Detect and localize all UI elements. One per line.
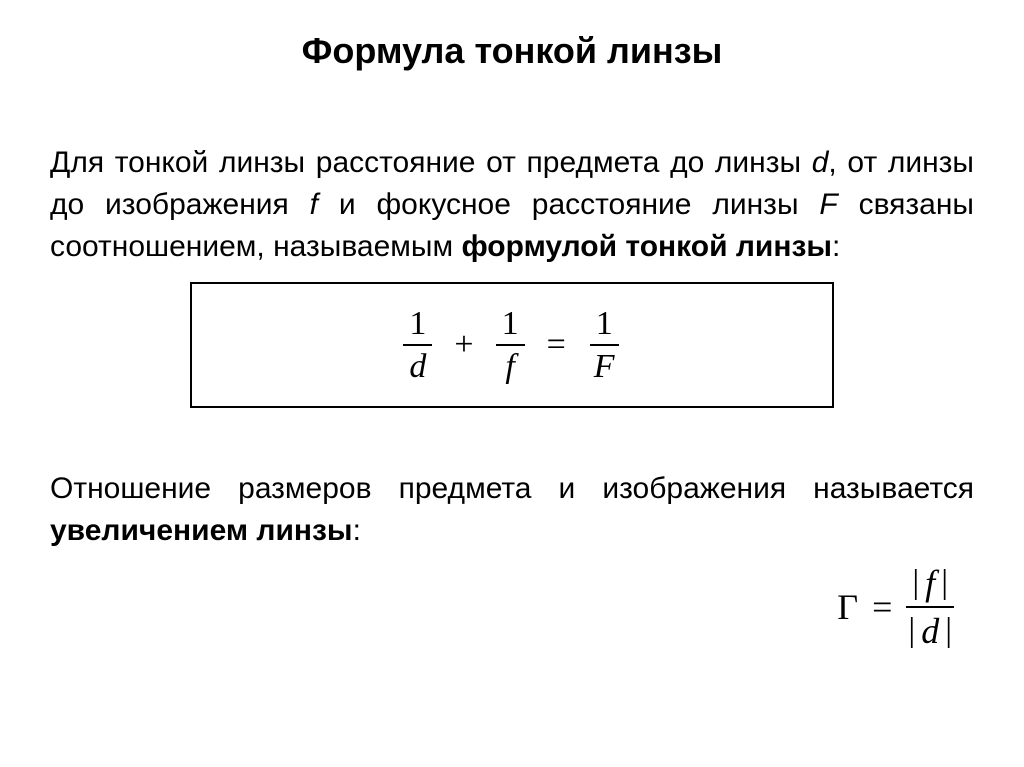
numerator: 1 [496, 305, 525, 346]
abs-bar-icon: | [912, 564, 919, 602]
text-segment: Для тонкой линзы расстояние от предмета … [50, 146, 812, 179]
fraction-bar [906, 606, 954, 608]
abs-numerator: | f | [910, 562, 950, 604]
fraction-1-over-f: 1 f [496, 305, 525, 386]
plus-sign: + [450, 326, 477, 364]
magnification-paragraph: Отношение размеров предмета и изображени… [50, 468, 974, 552]
lens-formula: 1 d + 1 f = 1 F [403, 305, 620, 386]
magnification-formula: Г = | f | | d | [837, 562, 954, 652]
fraction-1-over-F: 1 F [588, 305, 621, 386]
gamma-symbol: Г [837, 586, 858, 628]
abs-bar-icon: | [941, 564, 948, 602]
text-segment: : [353, 514, 361, 547]
abs-fraction: | f | | d | [906, 562, 954, 652]
magnification-formula-container: Г = | f | | d | [50, 562, 974, 652]
text-segment: и фокусное расстояние линзы [318, 188, 819, 221]
abs-bar-icon: | [908, 612, 915, 650]
intro-paragraph: Для тонкой линзы расстояние от предмета … [50, 142, 974, 268]
slide-page: Формула тонкой линзы Для тонкой линзы ра… [0, 0, 1024, 767]
denominator: d [403, 346, 432, 385]
var-f: f [310, 188, 318, 221]
denominator: f [499, 346, 520, 385]
numerator: 1 [590, 305, 619, 346]
text-segment: : [832, 230, 840, 263]
lens-formula-box: 1 d + 1 f = 1 F [190, 282, 834, 408]
bold-lens-formula: формулой тонкой линзы [461, 230, 832, 263]
var-F-upper: F [819, 188, 837, 221]
var-f: f [925, 562, 935, 604]
fraction-1-over-d: 1 d [403, 305, 432, 386]
slide-title: Формула тонкой линзы [50, 30, 974, 72]
numerator: 1 [403, 305, 432, 346]
denominator: F [588, 346, 621, 385]
equals-sign: = [543, 326, 570, 364]
var-d: d [921, 610, 939, 652]
equals-sign: = [872, 586, 892, 628]
var-d: d [812, 146, 829, 179]
abs-bar-icon: | [945, 612, 952, 650]
abs-denominator: | d | [906, 610, 954, 652]
text-segment: Отношение размеров предмета и изображени… [50, 472, 974, 505]
bold-magnification: увеличением линзы [50, 514, 353, 547]
